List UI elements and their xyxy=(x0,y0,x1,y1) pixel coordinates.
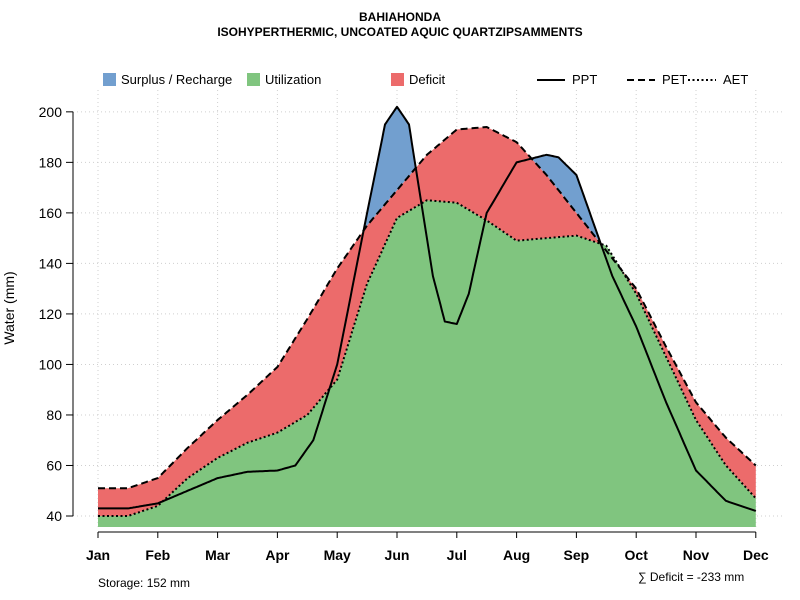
legend-label: PET xyxy=(662,72,687,87)
y-tick-label: 60 xyxy=(46,457,62,473)
y-tick-label: 160 xyxy=(39,205,63,221)
x-tick-label: Oct xyxy=(625,547,649,563)
axes: 40 60 80 100 120 140 160 180 200 Jan Feb Mar Apr May J… xyxy=(39,104,769,563)
series-lines xyxy=(98,105,757,517)
legend-label: PPT xyxy=(572,72,597,87)
x-tick-label: Jan xyxy=(86,547,110,563)
x-tick-label: Aug xyxy=(503,547,530,563)
x-tick-label: Dec xyxy=(743,547,769,563)
y-tick-label: 180 xyxy=(39,154,63,170)
area-fills xyxy=(98,106,756,527)
x-tick-label: Jul xyxy=(447,547,467,563)
y-tick-label: 100 xyxy=(39,356,63,372)
legend-swatch xyxy=(391,73,404,86)
utilization-area xyxy=(98,200,756,527)
legend: Surplus / Recharge Utilization Deficit PPT P… xyxy=(103,72,748,87)
x-tick-label: Feb xyxy=(145,547,170,563)
x-tick-label: Jun xyxy=(385,547,410,563)
series-pet-line xyxy=(98,126,757,490)
legend-swatch xyxy=(247,73,260,86)
x-tick-label: Sep xyxy=(564,547,590,563)
storage-note: Storage: 152 mm xyxy=(98,576,191,590)
chart-title: BAHIAHONDA xyxy=(359,10,441,24)
deficit-note: ∑ Deficit = -233 mm xyxy=(638,570,745,584)
y-tick-label: 40 xyxy=(46,508,62,524)
y-axis-label: Water (mm) xyxy=(1,271,17,344)
x-tick-label: Nov xyxy=(683,547,710,563)
y-tick-label: 200 xyxy=(39,104,63,120)
series-aet-line xyxy=(98,199,757,517)
y-tick-label: 140 xyxy=(39,255,63,271)
deficit-area xyxy=(98,127,756,516)
chart-subtitle: ISOHYPERTHERMIC, UNCOATED AQUIC QUARTZIP… xyxy=(217,25,583,39)
x-tick-label: Mar xyxy=(205,547,230,563)
y-tick-label: 120 xyxy=(39,306,63,322)
series-ppt-line xyxy=(98,105,757,512)
legend-label: Deficit xyxy=(409,72,446,87)
x-tick-label: Apr xyxy=(265,547,290,563)
x-tick-label: May xyxy=(324,547,351,563)
legend-label: Surplus / Recharge xyxy=(121,72,232,87)
legend-swatch xyxy=(103,73,116,86)
legend-label: AET xyxy=(723,72,748,87)
legend-label: Utilization xyxy=(265,72,321,87)
y-tick-label: 80 xyxy=(46,407,62,423)
